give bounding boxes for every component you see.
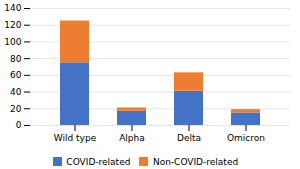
svg-text:20: 20: [10, 104, 22, 114]
svg-text:100: 100: [4, 37, 21, 47]
svg-text:80: 80: [10, 54, 22, 64]
svg-text:Alpha: Alpha: [119, 133, 145, 143]
svg-text:40: 40: [10, 87, 22, 97]
svg-text:0: 0: [16, 120, 22, 130]
html-text:Non-COVID-related: Non-COVID-related: [152, 156, 239, 167]
svg-text:Omicron: Omicron: [227, 133, 265, 143]
svg-text:140: 140: [4, 3, 21, 13]
svg-text:Wild type: Wild type: [54, 133, 97, 143]
svg-text:60: 60: [10, 70, 22, 80]
svg-text:Delta: Delta: [177, 133, 201, 143]
svg-text:120: 120: [4, 20, 21, 30]
html-text:COVID-related: COVID-related: [66, 156, 131, 167]
